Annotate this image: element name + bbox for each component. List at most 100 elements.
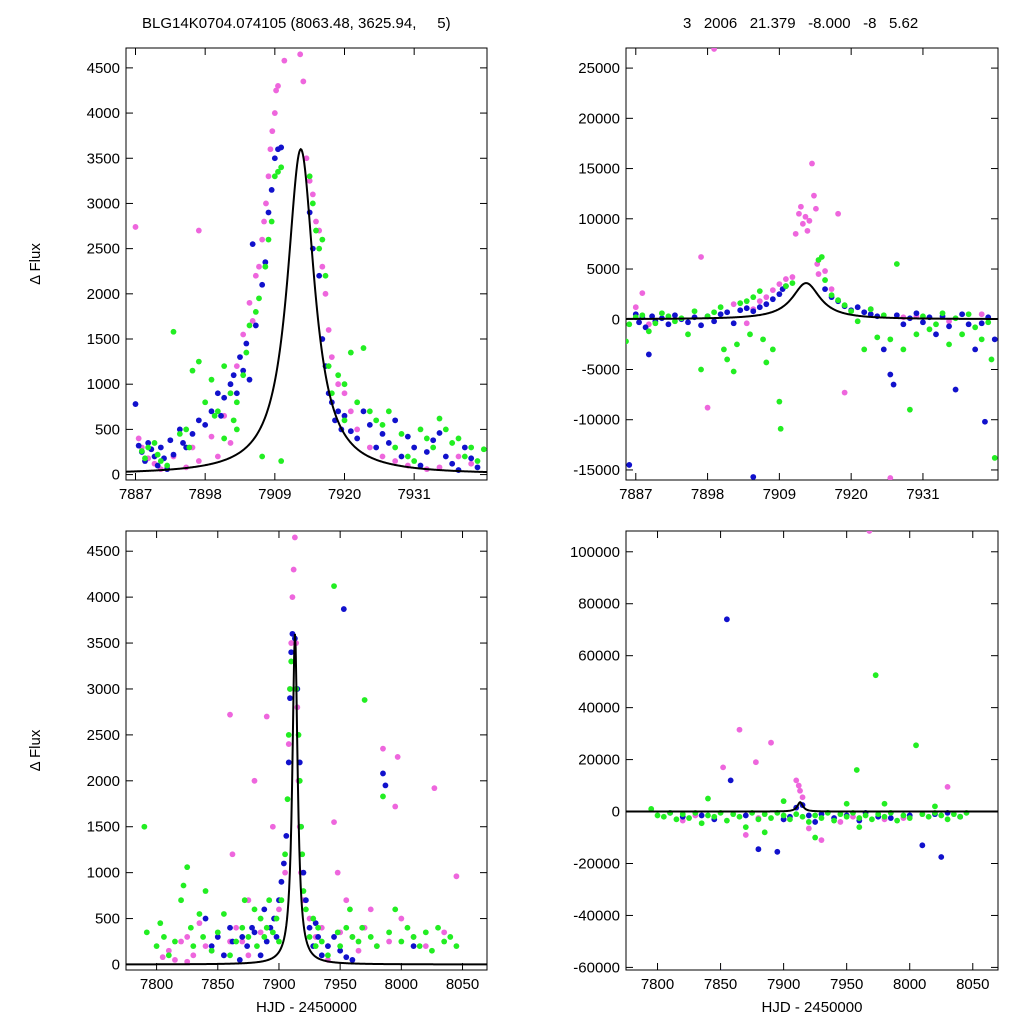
data-point-blue bbox=[737, 307, 744, 314]
data-point-green bbox=[734, 341, 740, 348]
data-point-blue bbox=[982, 418, 988, 425]
data-point-green bbox=[711, 813, 718, 820]
data-point-green bbox=[233, 399, 240, 406]
data-point-green bbox=[626, 338, 629, 345]
data-point-green bbox=[214, 408, 221, 415]
data-point-blue bbox=[230, 372, 237, 379]
data-point-magenta bbox=[306, 177, 313, 184]
data-point-magenta bbox=[159, 954, 166, 961]
x-tick-label: 7850 bbox=[201, 976, 234, 993]
data-point-magenta bbox=[769, 287, 776, 294]
y-tick-label: -5000 bbox=[582, 361, 620, 378]
data-point-magenta bbox=[328, 354, 335, 360]
data-point-blue bbox=[645, 351, 652, 358]
data-point-green bbox=[957, 813, 964, 820]
data-point-green bbox=[919, 811, 926, 818]
data-point-magenta bbox=[313, 218, 319, 225]
data-point-green bbox=[313, 227, 319, 234]
data-point-blue bbox=[938, 854, 945, 860]
data-point-green bbox=[768, 815, 774, 821]
data-point-blue bbox=[218, 412, 224, 419]
data-point-green bbox=[230, 417, 237, 424]
data-point-blue bbox=[423, 449, 430, 455]
data-point-blue bbox=[854, 304, 861, 311]
data-point-green bbox=[220, 911, 227, 917]
data-point-blue bbox=[263, 938, 270, 945]
data-point-magenta bbox=[455, 453, 462, 460]
data-point-green bbox=[763, 359, 770, 366]
data-point-green bbox=[299, 851, 306, 858]
y-tick-label: 1000 bbox=[87, 865, 120, 882]
y-tick-label: 2000 bbox=[87, 773, 120, 790]
data-point-green bbox=[241, 897, 248, 904]
data-point-green bbox=[359, 924, 366, 931]
data-point-magenta bbox=[245, 952, 252, 959]
data-point-blue bbox=[315, 934, 322, 940]
y-tick-label: 3500 bbox=[87, 150, 120, 167]
data-point-blue bbox=[273, 934, 280, 940]
data-point-green bbox=[257, 915, 264, 922]
data-point-green bbox=[176, 431, 183, 437]
data-point-green bbox=[736, 813, 743, 820]
data-point-green bbox=[944, 816, 951, 823]
data-point-green bbox=[278, 458, 285, 464]
data-point-green bbox=[843, 800, 850, 807]
data-point-green bbox=[893, 261, 900, 267]
data-point-magenta bbox=[795, 782, 802, 789]
data-point-magenta bbox=[380, 745, 386, 752]
data-point-blue bbox=[268, 186, 275, 193]
data-point-blue bbox=[214, 390, 221, 397]
data-point-magenta bbox=[325, 327, 332, 333]
data-point-blue bbox=[145, 440, 152, 446]
data-point-magenta bbox=[711, 48, 718, 52]
x-tick-label: 7950 bbox=[323, 976, 356, 993]
data-point-green bbox=[906, 815, 913, 821]
data-layer bbox=[626, 48, 998, 480]
data-point-green bbox=[900, 346, 907, 353]
data-point-magenta bbox=[799, 220, 806, 227]
data-point-green bbox=[180, 882, 187, 889]
x-tick-label: 7931 bbox=[397, 486, 430, 503]
data-point-green bbox=[946, 341, 952, 348]
data-point-blue bbox=[325, 943, 331, 950]
data-point-green bbox=[872, 672, 879, 679]
data-point-blue bbox=[972, 346, 979, 353]
data-point-green bbox=[887, 336, 894, 343]
panel-bottom-right: 7800 7850 7900 7950 8000 8050 -60000 -40000 -200… bbox=[570, 530, 999, 1016]
data-point-magenta bbox=[347, 408, 354, 415]
data-point-green bbox=[654, 812, 661, 819]
y-tick-label: 3500 bbox=[87, 635, 120, 652]
data-point-magenta bbox=[720, 764, 726, 771]
x-tick-label: 7898 bbox=[188, 486, 221, 503]
data-point-green bbox=[398, 938, 405, 945]
data-point-green bbox=[265, 236, 272, 243]
data-point-green bbox=[724, 356, 731, 363]
data-point-blue bbox=[180, 440, 186, 446]
data-point-magenta bbox=[743, 320, 750, 327]
data-point-blue bbox=[257, 952, 264, 959]
data-point-magenta bbox=[239, 938, 246, 945]
y-tick-label: -40000 bbox=[573, 907, 620, 924]
data-point-blue bbox=[404, 433, 411, 440]
data-point-green bbox=[723, 817, 730, 824]
data-point-blue bbox=[636, 319, 642, 326]
data-point-green bbox=[211, 412, 218, 419]
data-point-blue bbox=[890, 381, 897, 388]
data-point-green bbox=[259, 453, 266, 460]
data-point-magenta bbox=[366, 444, 373, 451]
data-point-green bbox=[875, 811, 882, 818]
data-point-green bbox=[776, 398, 783, 405]
y-tick-label: -20000 bbox=[573, 855, 620, 872]
data-point-magenta bbox=[698, 254, 704, 260]
data-point-blue bbox=[318, 952, 325, 959]
data-point-magenta bbox=[267, 146, 274, 153]
data-point-magenta bbox=[799, 794, 806, 801]
data-point-green bbox=[189, 367, 196, 374]
data-point-green bbox=[398, 431, 405, 437]
data-point-green bbox=[245, 934, 252, 940]
data-point-magenta bbox=[887, 475, 894, 480]
data-point-magenta bbox=[730, 301, 737, 308]
data-point-blue bbox=[919, 842, 926, 849]
plot-frame bbox=[625, 47, 999, 481]
data-point-green bbox=[243, 349, 250, 356]
